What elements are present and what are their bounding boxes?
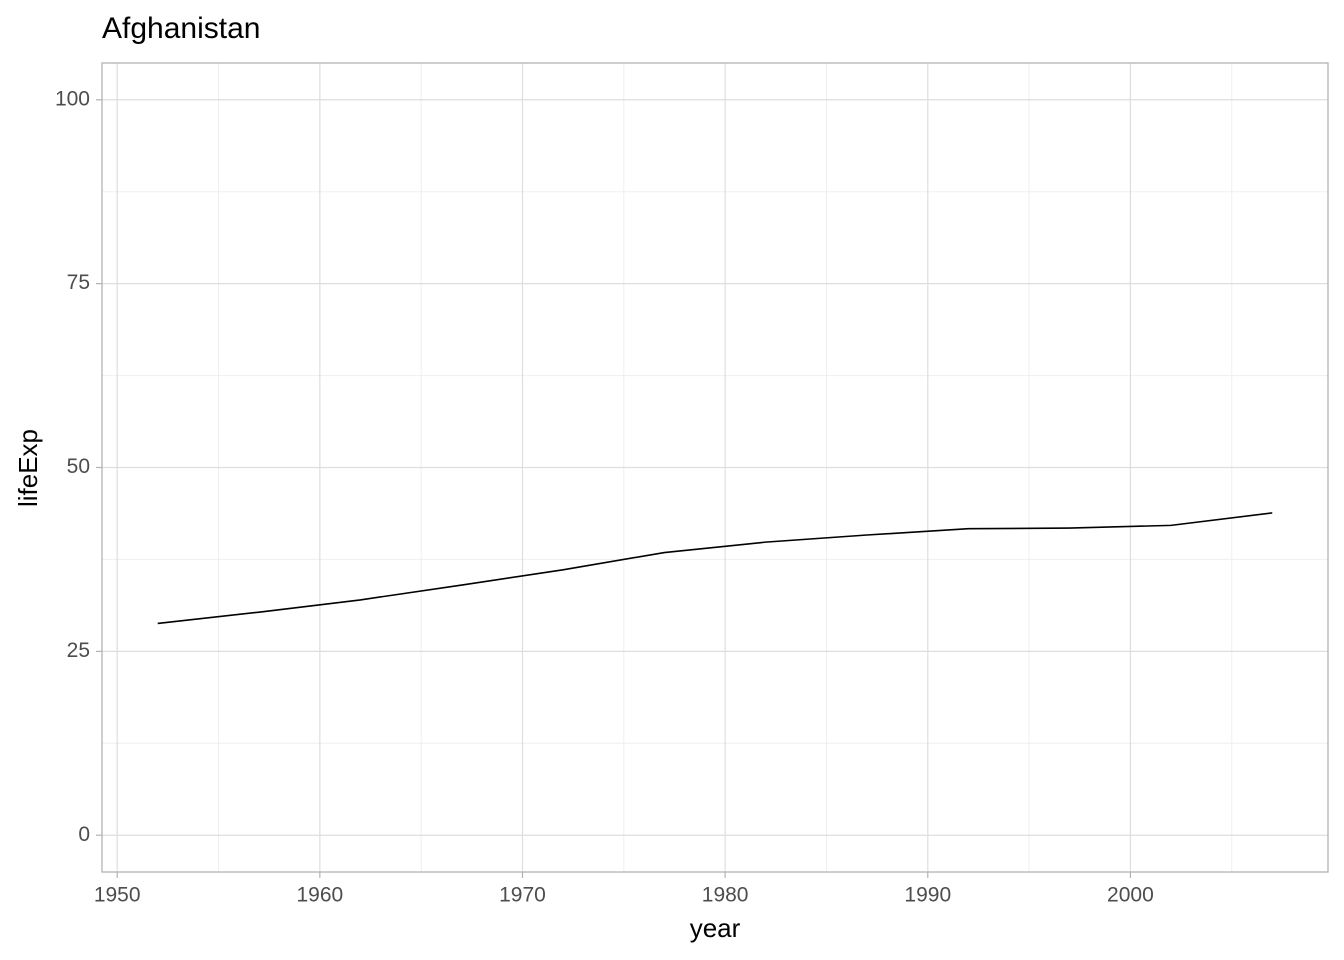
y-tick-label: 100	[55, 87, 90, 110]
panel-border	[101, 62, 1329, 873]
x-tick-label: 1990	[904, 884, 951, 907]
x-tick-label: 2000	[1107, 884, 1154, 907]
y-tick-label: 0	[78, 823, 90, 846]
y-tick-label: 75	[67, 271, 90, 294]
y-axis-label: lifeExp	[13, 429, 43, 507]
x-tick-label: 1970	[499, 884, 546, 907]
y-tick-label: 50	[67, 455, 90, 478]
x-axis-label: year	[690, 913, 741, 943]
x-tick-label: 1980	[702, 884, 749, 907]
chart-title: Afghanistan	[102, 12, 260, 45]
x-tick-label: 1960	[296, 884, 343, 907]
line	[157, 512, 1273, 625]
x-tick-label: 1950	[94, 884, 141, 907]
y-tick-label: 25	[67, 639, 90, 662]
